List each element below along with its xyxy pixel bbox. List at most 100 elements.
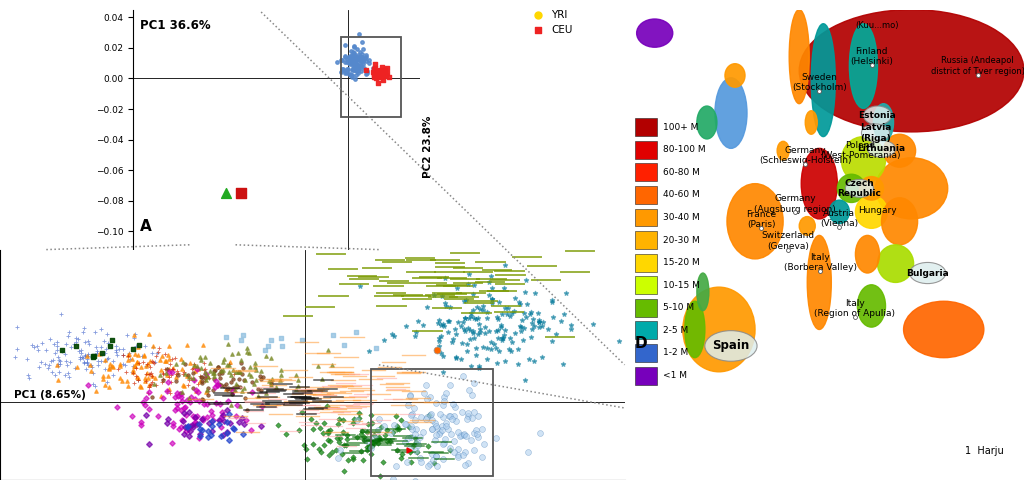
Point: [348, 417, 365, 424]
Point: [465, 329, 481, 337]
Point: [33, 359, 49, 366]
Text: <1 M: <1 M: [663, 371, 687, 380]
Point: [213, 423, 229, 431]
Point: [231, 369, 248, 376]
Point: [45, 356, 61, 364]
Point: [146, 359, 163, 367]
Point: [185, 361, 202, 369]
Point: [185, 364, 202, 372]
Text: 30-40 M: 30-40 M: [663, 213, 699, 222]
Point: [210, 363, 226, 371]
Point: [239, 406, 255, 414]
Point: [49, 353, 66, 361]
Bar: [635, 299, 656, 317]
Point: [471, 364, 487, 372]
Point: [114, 377, 130, 384]
Point: [34, 339, 50, 347]
Point: [478, 344, 495, 352]
Point: [128, 372, 144, 380]
Point: [87, 382, 103, 390]
Point: [73, 347, 89, 354]
Point: [610, 337, 627, 345]
Point: [207, 384, 223, 391]
Point: [436, 300, 453, 307]
Point: [463, 436, 479, 444]
Point: [183, 421, 200, 429]
Point: [218, 385, 234, 393]
Point: [165, 364, 181, 372]
Point: [263, 380, 280, 387]
Point: [126, 362, 142, 370]
Point: [349, 61, 366, 69]
Point: [222, 402, 239, 409]
Point: [389, 422, 406, 430]
Point: [472, 305, 488, 313]
Point: [455, 318, 471, 326]
Bar: [635, 322, 656, 339]
Point: [108, 343, 124, 350]
Point: [390, 425, 407, 433]
Point: [98, 379, 115, 386]
Point: [479, 308, 496, 315]
Point: [373, 67, 389, 74]
Point: [403, 422, 420, 430]
Point: [428, 453, 444, 460]
Point: [335, 429, 351, 436]
Point: [384, 475, 400, 480]
Point: [468, 344, 484, 352]
Point: [341, 70, 357, 78]
Point: [218, 385, 234, 393]
Point: [167, 355, 183, 362]
Point: [419, 303, 435, 311]
Point: [37, 360, 53, 368]
Point: [201, 374, 217, 382]
Point: [362, 444, 379, 452]
Ellipse shape: [777, 141, 790, 160]
Ellipse shape: [801, 148, 838, 219]
Text: Russia (Andeapol
district of Tver region): Russia (Andeapol district of Tver region…: [931, 56, 1024, 76]
Point: [200, 387, 216, 395]
Point: [163, 372, 179, 379]
Point: [346, 43, 362, 50]
Text: 1  Harju: 1 Harju: [966, 446, 1004, 456]
Text: (Kuu...mo): (Kuu...mo): [856, 21, 899, 30]
Point: [353, 55, 370, 63]
Point: [408, 438, 424, 445]
Point: [419, 413, 435, 420]
Point: [197, 368, 213, 376]
Point: [229, 349, 246, 357]
Point: [168, 373, 184, 381]
Point: [370, 71, 386, 78]
Point: [310, 445, 327, 453]
Point: [104, 363, 121, 371]
Point: [145, 380, 162, 387]
Point: [585, 320, 601, 327]
Point: [290, 382, 306, 390]
Point: [398, 323, 415, 330]
Point: [169, 405, 185, 412]
Point: [198, 370, 214, 378]
Point: [428, 452, 444, 460]
Point: [427, 419, 443, 426]
Point: [84, 370, 100, 377]
Point: [349, 61, 366, 69]
Ellipse shape: [685, 301, 705, 358]
Point: [847, 313, 863, 321]
Text: Czech
Republic: Czech Republic: [838, 179, 882, 198]
Point: [128, 359, 144, 366]
Point: [372, 72, 388, 80]
Point: [20, 371, 37, 379]
Point: [440, 317, 457, 325]
Point: [466, 429, 482, 437]
Point: [455, 372, 471, 380]
Point: [172, 389, 188, 397]
Point: [151, 344, 167, 352]
Point: [164, 368, 180, 375]
Point: [502, 312, 518, 320]
Point: [204, 411, 220, 419]
Point: [141, 357, 158, 364]
Point: [188, 412, 205, 420]
Point: [119, 331, 135, 339]
Point: [179, 382, 196, 389]
Point: [84, 363, 100, 371]
